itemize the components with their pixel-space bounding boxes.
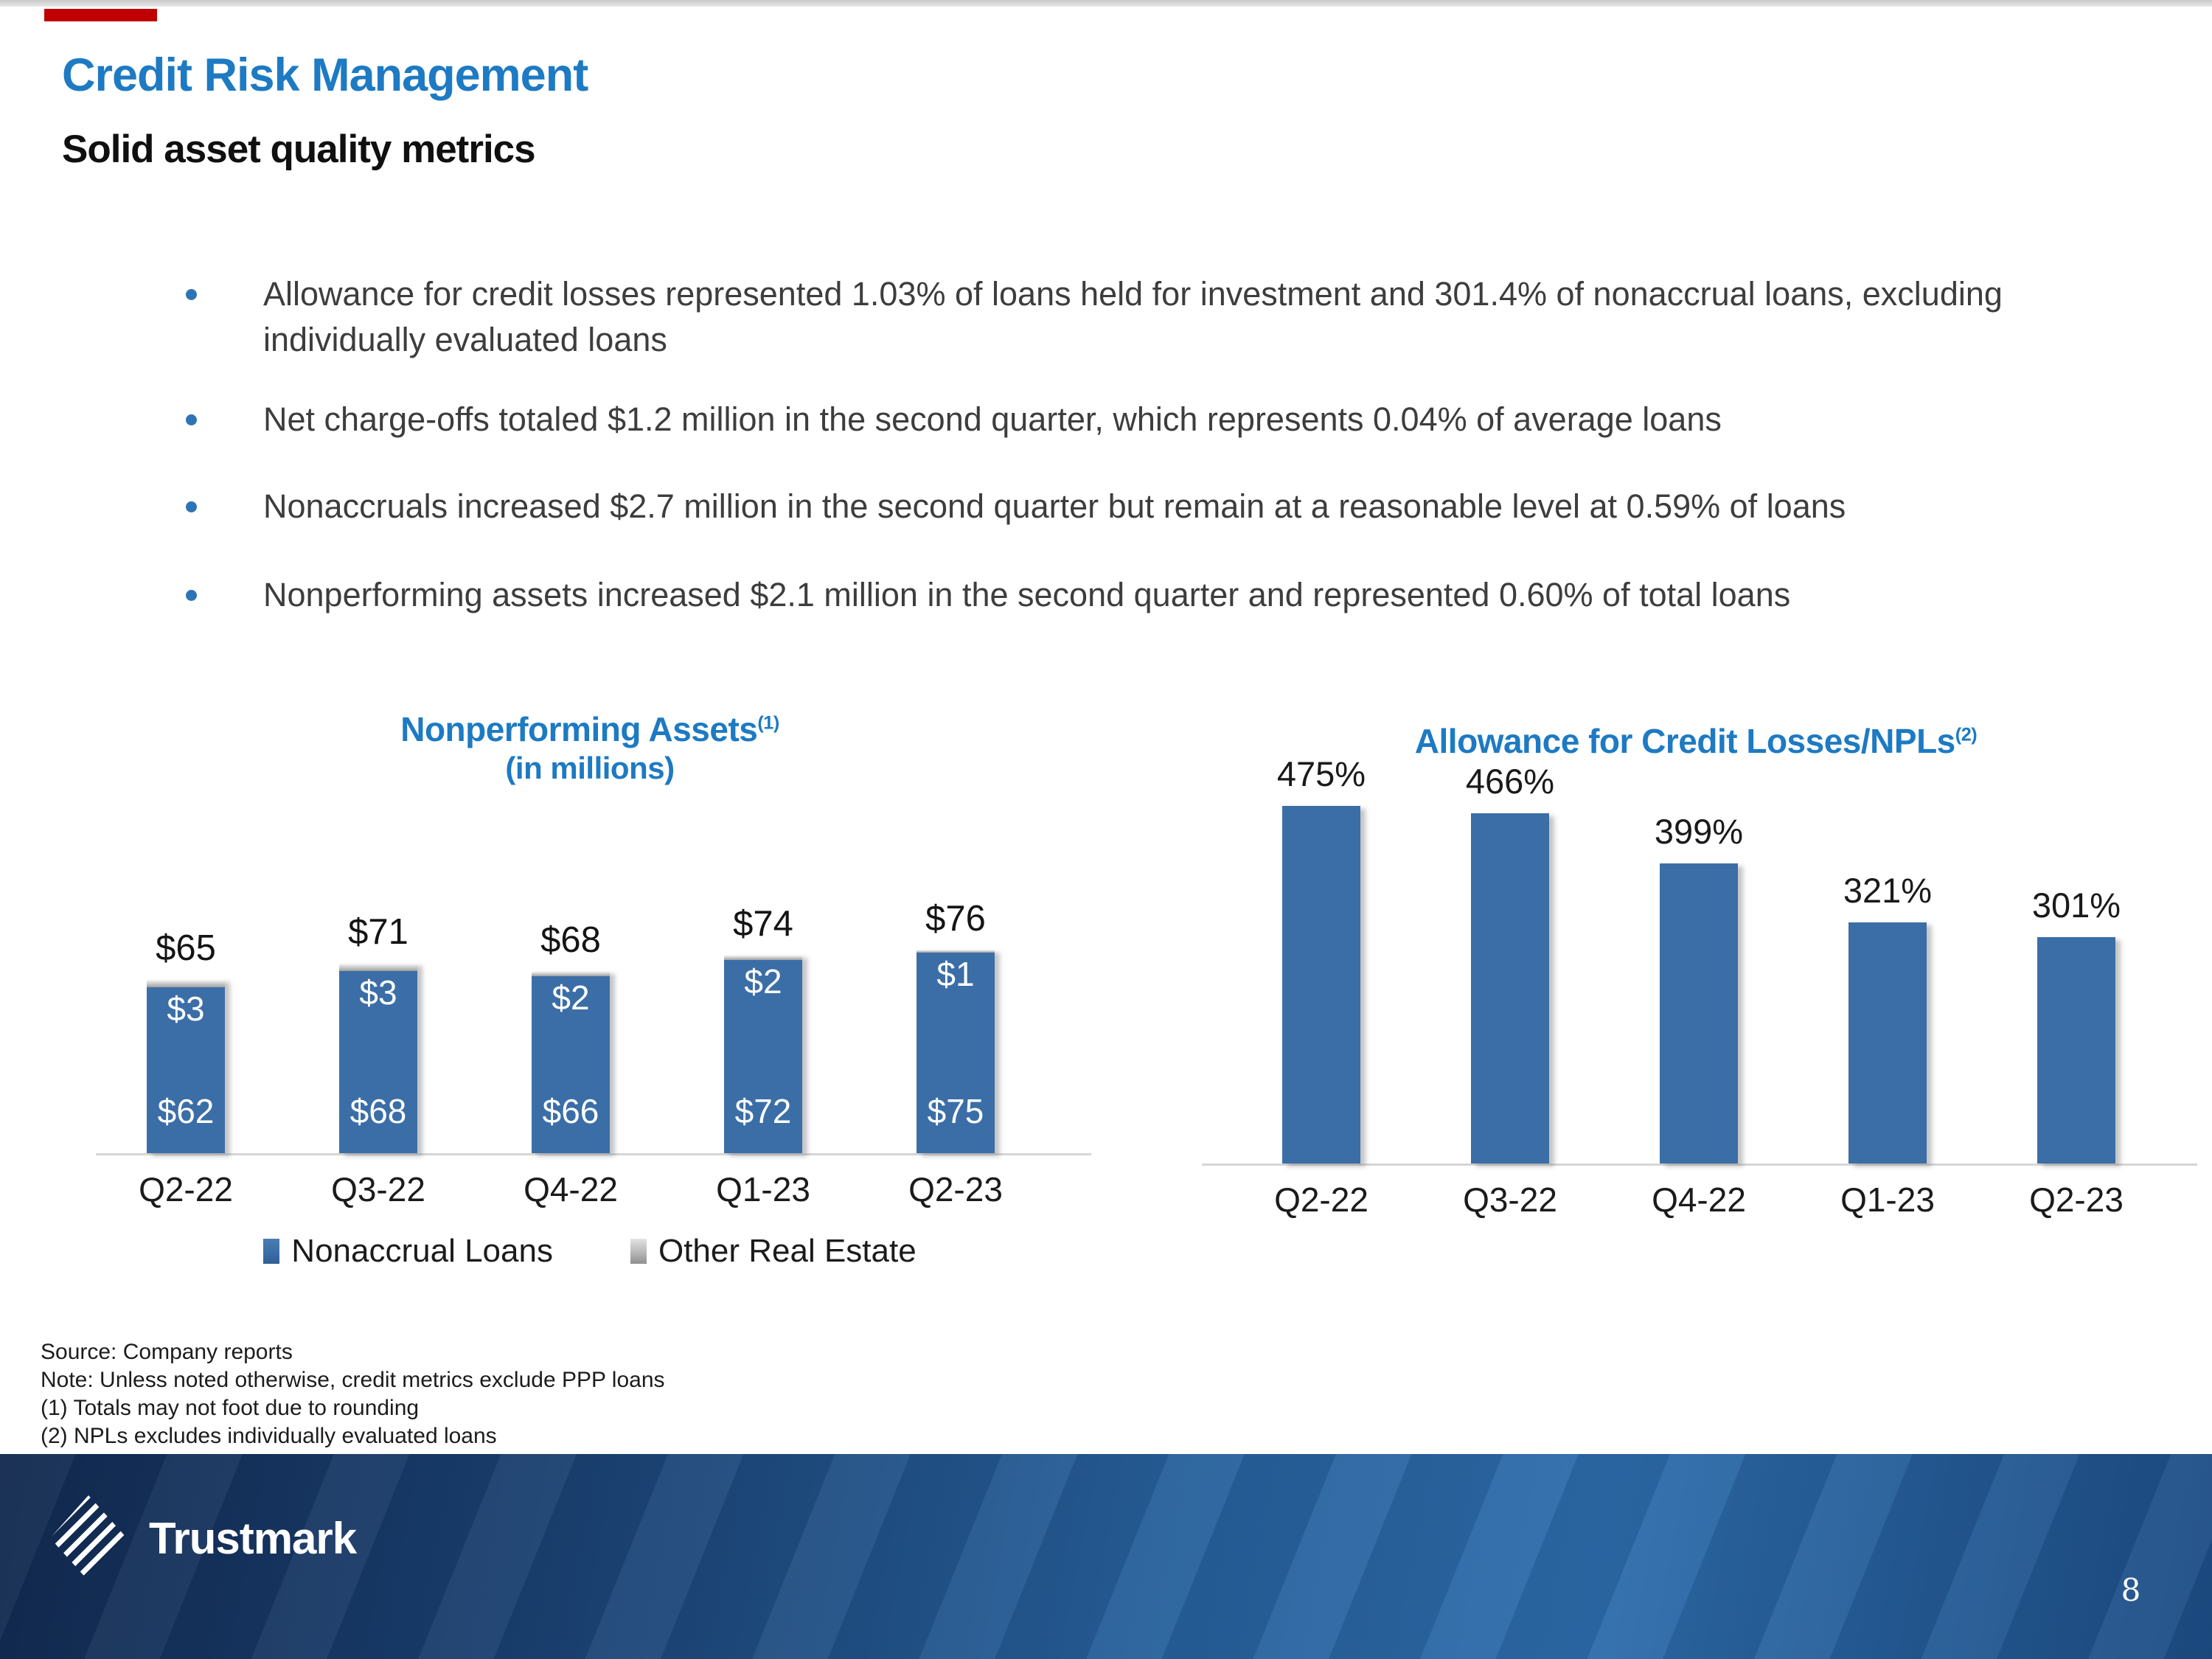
bullet-icon	[186, 414, 197, 425]
right-chart-title-text: Allowance for Credit Losses/NPLs	[1414, 722, 1955, 760]
bullet-icon	[186, 590, 197, 601]
segment-label-nonaccrual-loans: $68	[349, 1092, 407, 1130]
bullet-item: Nonperforming assets increased $2.1 mill…	[186, 572, 2070, 618]
legend-swatch-gray-icon	[630, 1239, 647, 1264]
bar-total-label: $74	[733, 904, 793, 944]
segment-label-other-real-estate: $3	[167, 990, 205, 1028]
bar-Q2-23: 301%	[2032, 886, 2121, 1164]
bullet-item: Allowance for credit losses represented …	[186, 271, 2070, 363]
bar-value-label: 475%	[1276, 754, 1366, 793]
legend-swatch-blue-icon	[263, 1239, 280, 1264]
bullet-item: Net charge-offs totaled $1.2 million in …	[186, 397, 2070, 442]
x-axis-label-Q3-22: Q3-22	[331, 1170, 425, 1208]
bar-Q3-22: 466%	[1466, 762, 1554, 1164]
red-accent-bar	[44, 9, 157, 21]
segment-label-other-real-estate: $1	[936, 955, 975, 993]
left-chart-title-text: Nonperforming Assets	[400, 710, 758, 748]
bar-Q2-22: $3 $62 $65	[147, 928, 225, 1153]
slide-title: Credit Risk Management	[62, 49, 588, 101]
bar-total-label: $65	[156, 928, 216, 968]
bar-total-label: $76	[925, 899, 986, 939]
bar-Q1-23: 321%	[1843, 871, 1932, 1164]
x-axis-label-Q1-23: Q1-23	[1840, 1180, 1935, 1219]
bar-value-label: 466%	[1465, 762, 1555, 801]
trustmark-diamond-icon	[50, 1495, 127, 1581]
legend-label: Other Real Estate	[658, 1233, 917, 1269]
bar-Q3-22: $3 $68 $71	[339, 912, 417, 1153]
bar-Q4-22: $2 $66 $68	[532, 920, 610, 1153]
segment-label-other-real-estate: $2	[552, 978, 590, 1017]
bullet-text: Nonperforming assets increased $2.1 mill…	[263, 576, 1791, 613]
bullet-icon	[186, 501, 197, 512]
page-number: 8	[2121, 1572, 2141, 1608]
top-border-strip	[0, 0, 2212, 7]
segment-label-nonaccrual-loans: $62	[157, 1092, 215, 1130]
left-chart-title-footnote-ref: (1)	[757, 712, 779, 734]
bullet-text: Allowance for credit losses represented …	[263, 275, 2003, 358]
bar-Q4-22: 399%	[1655, 812, 1743, 1164]
x-axis-label-Q4-22: Q4-22	[524, 1170, 618, 1208]
bullet-text: Net charge-offs totaled $1.2 million in …	[263, 400, 1722, 438]
bullet-icon	[186, 289, 197, 300]
right-chart-title-footnote-ref: (2)	[1955, 724, 1978, 745]
bar-Q1-23: $2 $72 $74	[724, 904, 802, 1153]
bar-segment-other-real-estate	[724, 955, 802, 960]
bar-segment-other-real-estate	[532, 971, 610, 976]
bar-value-label: 301%	[2031, 886, 2121, 925]
legend-item-other-real-estate: Other Real Estate	[630, 1233, 917, 1270]
bar-segment-other-real-estate	[917, 950, 995, 953]
segment-label-nonaccrual-loans: $72	[734, 1092, 792, 1130]
x-axis-label-Q2-22: Q2-22	[1274, 1180, 1368, 1219]
x-axis-label-Q3-22: Q3-22	[1463, 1180, 1557, 1219]
acl-npl-chart: 475% Q2-22 466% Q3-22 399% Q4-22 321% Q1-23 301%…	[1202, 754, 2197, 1219]
left-chart-subtitle: (in millions)	[505, 751, 675, 785]
x-axis-label-Q1-23: Q1-23	[716, 1170, 810, 1208]
x-axis-label-Q2-23: Q2-23	[908, 1170, 1003, 1208]
footnote-1: (1) Totals may not foot due to rounding	[41, 1396, 420, 1420]
x-axis-label-Q2-23: Q2-23	[2029, 1180, 2124, 1219]
footnotes: Source: Company reports Note: Unless not…	[41, 1338, 665, 1450]
bar-value-label: 399%	[1654, 812, 1744, 851]
left-chart-legend: Nonaccrual Loans Other Real Estate	[88, 1233, 1091, 1270]
bar-value-label: 321%	[1843, 871, 1933, 910]
slide-subtitle: Solid asset quality metrics	[62, 128, 536, 171]
bar-Q2-22: 475%	[1277, 754, 1366, 1164]
x-axis-label-Q4-22: Q4-22	[1652, 1180, 1746, 1219]
legend-item-nonaccrual-loans: Nonaccrual Loans	[263, 1233, 553, 1270]
bar-total-label: $68	[540, 920, 601, 960]
bar-Q2-23: $1 $75 $76	[917, 899, 995, 1153]
trustmark-logo: Trustmark	[50, 1495, 357, 1581]
bullet-text: Nonaccruals increased $2.7 million in th…	[263, 487, 1846, 525]
footer-band	[0, 1454, 2212, 1659]
bar-total-label: $71	[348, 912, 408, 952]
legend-label: Nonaccrual Loans	[291, 1233, 553, 1269]
segment-label-other-real-estate: $3	[359, 973, 397, 1012]
segment-label-other-real-estate: $2	[744, 962, 782, 1001]
footnote-source: Source: Company reports	[41, 1340, 293, 1364]
bar-segment-other-real-estate	[339, 963, 417, 971]
left-chart-title: Nonperforming Assets(1)	[88, 709, 1091, 749]
nonperforming-assets-chart: $3 $62 $65 Q2-22 $3 $68 $71 Q3-22 $2 $66 $68 Q4-22 $…	[96, 899, 1091, 1208]
right-chart-title: Allowance for Credit Losses/NPLs(2)	[1194, 721, 2197, 761]
x-axis-label-Q2-22: Q2-22	[139, 1170, 233, 1208]
trustmark-logo-text: Trustmark	[149, 1513, 357, 1563]
bar-segment-other-real-estate	[147, 979, 225, 987]
footnote-note: Note: Unless noted otherwise, credit met…	[41, 1368, 665, 1392]
footnote-2: (2) NPLs excludes individually evaluated…	[41, 1424, 497, 1448]
bullet-item: Nonaccruals increased $2.7 million in th…	[186, 484, 2070, 529]
segment-label-nonaccrual-loans: $75	[927, 1092, 984, 1130]
segment-label-nonaccrual-loans: $66	[542, 1092, 599, 1130]
